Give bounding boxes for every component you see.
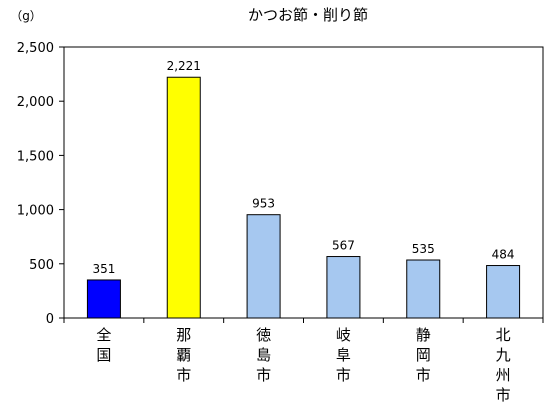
plot-frame (63, 46, 544, 319)
bar (406, 259, 441, 319)
y-tick-label: 1,500 (17, 149, 54, 164)
data-label: 567 (332, 239, 355, 253)
data-label: 484 (492, 248, 515, 262)
bar (326, 256, 361, 319)
x-tick-label: 岐阜市 (336, 326, 351, 384)
chart-title: かつお節・削り節 (248, 6, 368, 24)
bar (86, 279, 121, 319)
bar (486, 265, 521, 319)
y-tick-label: 2,500 (17, 41, 54, 56)
x-tick-label: 北九州市 (496, 326, 511, 404)
data-label: 351 (92, 262, 115, 276)
data-label: 953 (252, 197, 275, 211)
x-tick-label: 徳島市 (256, 326, 271, 384)
data-label: 535 (412, 242, 435, 256)
x-tick-label: 静岡市 (416, 326, 431, 384)
y-axis-unit-label: （g） (10, 9, 42, 23)
data-label: 2,221 (167, 59, 201, 73)
bar (246, 214, 281, 319)
y-tick-label: 1,000 (17, 204, 54, 219)
y-tick-label: 0 (46, 312, 54, 327)
x-tick-label: 那覇市 (176, 326, 191, 384)
bar (166, 76, 201, 319)
plot-area: 0 500 1,000 1,500 2,000 2,500 351 全国 2,221 那覇市 953… (17, 41, 544, 404)
y-tick-label: 2,000 (17, 95, 54, 110)
y-tick-label: 500 (29, 258, 54, 273)
x-tick-label: 全国 (96, 326, 111, 364)
